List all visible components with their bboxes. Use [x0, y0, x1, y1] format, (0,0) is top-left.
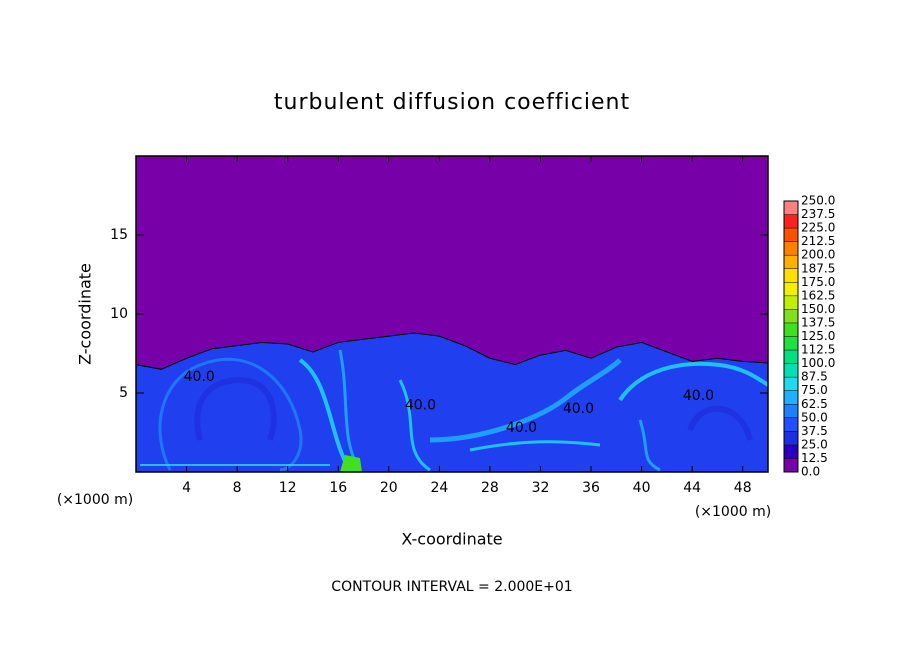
colorbar-label: 187.5: [801, 261, 835, 275]
x-unit: (×1000 m): [695, 504, 771, 520]
colorbar-swatch: [784, 444, 798, 459]
colorbar-label: 75.0: [801, 383, 828, 397]
colorbar-swatch: [784, 241, 798, 256]
colorbar-swatch: [784, 255, 798, 269]
colorbar-swatch: [784, 228, 798, 242]
colorbar-label: 112.5: [801, 343, 835, 357]
eddy: [398, 379, 431, 472]
field: [136, 332, 768, 472]
colorbar-label: 250.0: [801, 194, 835, 208]
colorbar-swatch: [784, 309, 798, 323]
y-tick-label: 5: [119, 385, 128, 401]
colorbar-swatch: [784, 350, 798, 364]
x-tick-label: 28: [481, 480, 499, 496]
colorbar-swatch: [784, 458, 798, 472]
x-tick-label: 36: [582, 480, 600, 496]
contour-label: 40.0: [506, 420, 537, 436]
contour-label: 40.0: [405, 398, 436, 414]
colorbar-label: 37.5: [801, 424, 828, 438]
y-axis-label: Z-coordinate: [76, 263, 95, 365]
colorbar-swatch: [784, 390, 798, 405]
x-tick-label: 40: [633, 480, 651, 496]
colorbar-swatch: [784, 322, 798, 337]
colorbar-swatch: [784, 363, 798, 378]
colorbar-swatch: [784, 404, 798, 418]
contour-label: 40.0: [683, 388, 714, 404]
x-tick-label: 24: [430, 480, 448, 496]
eddy: [618, 361, 768, 402]
x-tick-label: 20: [380, 480, 398, 496]
colorbar-label: 62.5: [801, 397, 828, 411]
x-tick-label: 8: [233, 480, 242, 496]
colorbar-swatch: [784, 282, 798, 296]
colorbar-label: 212.5: [801, 234, 835, 248]
colorbar-label: 125.0: [801, 329, 835, 343]
colorbar-label: 50.0: [801, 410, 828, 424]
colorbar-swatch: [784, 268, 798, 283]
y-tick-label: 15: [110, 227, 128, 243]
colorbar-swatch: [784, 377, 798, 391]
colorbar-label: 137.5: [801, 315, 835, 329]
colorbar-swatch: [784, 417, 798, 432]
colorbar-label: 237.5: [801, 207, 835, 221]
x-tick-label: 44: [683, 480, 701, 496]
colorbar-label: 25.0: [801, 437, 828, 451]
x-tick-label: 32: [532, 480, 550, 496]
x-tick-label: 48: [734, 480, 752, 496]
x-tick-label: 16: [329, 480, 347, 496]
colorbar-label: 12.5: [801, 451, 828, 465]
contour-label: 40.0: [184, 369, 215, 385]
colorbar-label: 0.0: [801, 465, 820, 479]
colorbar-swatch: [784, 295, 798, 310]
eddy: [158, 357, 303, 472]
colorbar-swatch: [784, 201, 798, 215]
x-tick-label: 4: [182, 480, 191, 496]
x-tick-label: 12: [279, 480, 297, 496]
eddy: [194, 376, 277, 441]
eddy: [429, 358, 622, 443]
y-tick-label: 10: [110, 306, 128, 322]
footer: CONTOUR INTERVAL = 2.000E+01: [331, 579, 572, 595]
colorbar-label: 225.0: [801, 221, 835, 235]
colorbar-swatch: [784, 214, 798, 229]
eddy: [687, 405, 753, 441]
contour-label: 40.0: [563, 401, 594, 417]
eddy: [469, 440, 601, 452]
x-axis-label: X-coordinate: [401, 530, 502, 549]
y-unit: (×1000 m): [57, 492, 133, 508]
turbulent-layer: [136, 332, 768, 472]
colorbar-label: 175.0: [801, 275, 835, 289]
colorbar-label: 200.0: [801, 248, 835, 262]
chart-title: turbulent diffusion coefficient: [274, 90, 630, 115]
colorbar-label: 150.0: [801, 302, 835, 316]
colorbar-swatch: [784, 431, 798, 445]
colorbar-label: 162.5: [801, 288, 835, 302]
colorbar-label: 87.5: [801, 370, 828, 384]
colorbar-swatch: [784, 336, 798, 351]
patch: [340, 455, 362, 472]
colorbar-label: 100.0: [801, 356, 835, 370]
eddy: [638, 419, 661, 472]
